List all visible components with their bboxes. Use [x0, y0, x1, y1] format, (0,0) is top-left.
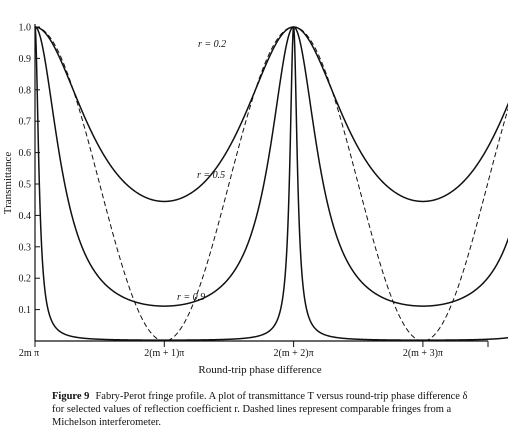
series-line — [34, 26, 508, 342]
y-tick-label: 1.0 — [19, 23, 32, 34]
y-tick-label: 0.2 — [19, 274, 32, 285]
series-labels: r = 0.2 r = 0.5 r = 0.9 — [177, 39, 226, 303]
series-label: r = 0.5 — [197, 170, 225, 181]
y-tick-label: 0.5 — [19, 180, 32, 191]
x-tick-label: 2m π — [19, 348, 39, 359]
x-tick-label: 2(m + 1)π — [144, 348, 184, 359]
series-line — [34, 26, 508, 307]
x-tick-label: 2(m + 2)π — [274, 348, 314, 359]
series-label: r = 0.2 — [198, 39, 226, 50]
y-tick-label: 0.9 — [19, 54, 32, 65]
caption-text: Fabry-Perot fringe profile. A plot of tr… — [52, 391, 468, 428]
fabry-perot-chart: 0.1 0.2 0.3 0.4 0.5 0.6 0.7 0.8 0.9 1.0 2m π 2(m +… — [2, 23, 508, 376]
series-line — [34, 26, 508, 341]
series-label: r = 0.9 — [177, 292, 205, 303]
chart-axes — [34, 24, 488, 342]
y-axis-title: Transmittance — [2, 152, 14, 215]
x-ticks: 2m π 2(m + 1)π 2(m + 2)π 2(m + 3)π — [19, 341, 489, 359]
series-line — [34, 26, 508, 203]
y-tick-label: 0.4 — [19, 211, 32, 222]
y-tick-label: 0.3 — [19, 242, 32, 253]
curves — [34, 26, 508, 342]
y-tick-label: 0.8 — [19, 85, 32, 96]
y-tick-label: 0.7 — [19, 117, 32, 128]
y-tick-label: 0.1 — [19, 305, 32, 316]
x-tick-label: 2(m + 3)π — [403, 348, 443, 359]
caption-label: Figure 9 — [52, 391, 90, 402]
figure-caption: Figure 9 Fabry-Perot fringe profile. A pl… — [52, 390, 472, 429]
y-tick-label: 0.6 — [19, 148, 32, 159]
x-axis-title: Round-trip phase difference — [198, 364, 321, 376]
y-ticks: 0.1 0.2 0.3 0.4 0.5 0.6 0.7 0.8 0.9 1.0 — [19, 23, 40, 316]
